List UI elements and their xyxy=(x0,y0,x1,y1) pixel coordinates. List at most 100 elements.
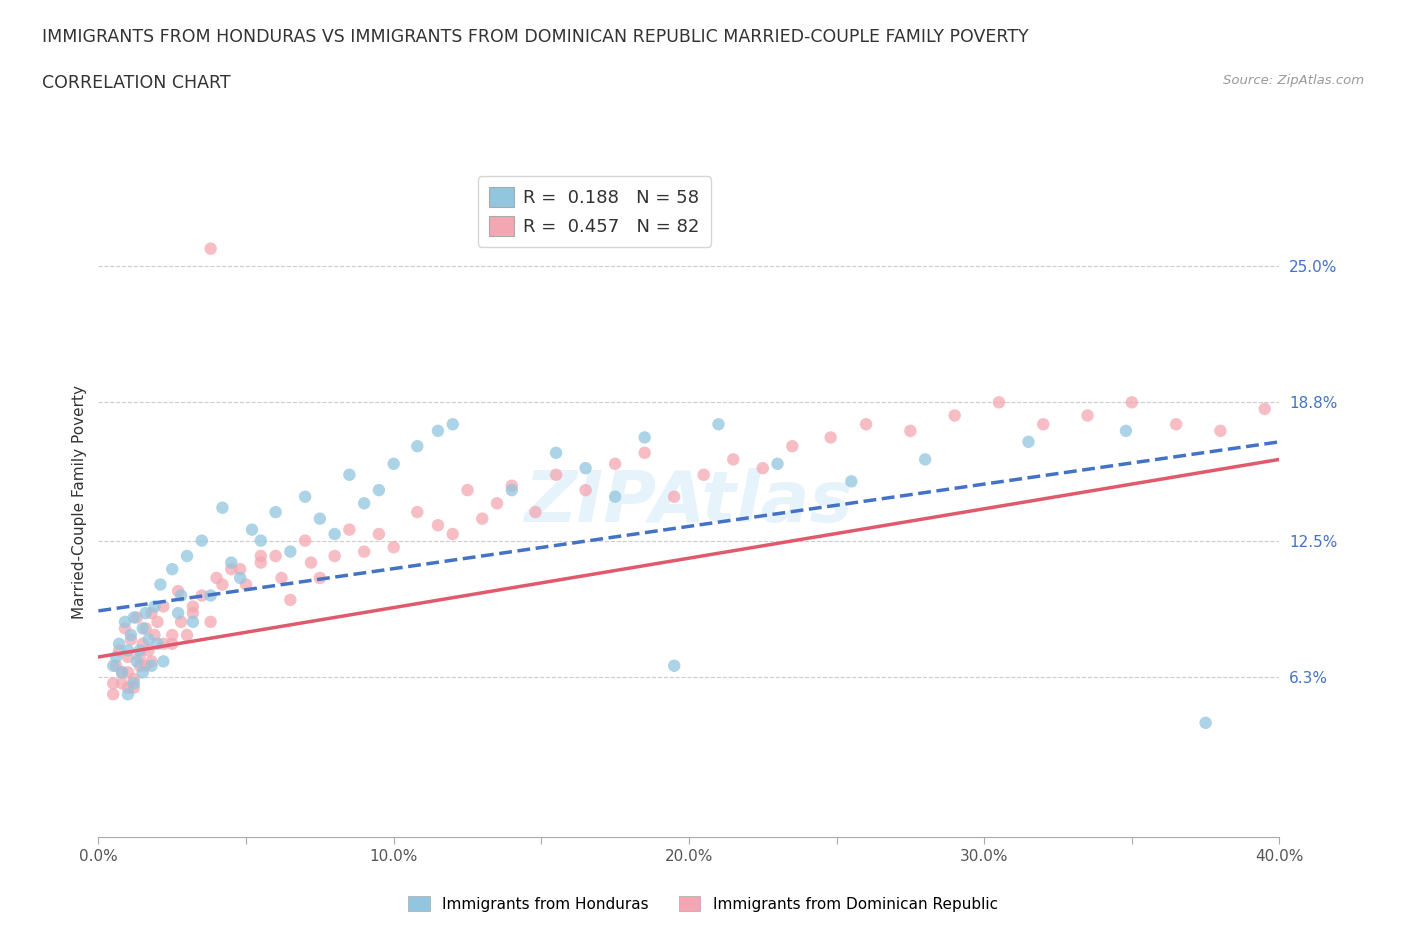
Point xyxy=(501,478,523,493)
Point xyxy=(103,687,125,702)
Point xyxy=(294,489,316,504)
Point xyxy=(111,665,134,680)
Point xyxy=(135,621,157,636)
Point xyxy=(382,457,405,472)
Text: Source: ZipAtlas.com: Source: ZipAtlas.com xyxy=(1223,74,1364,87)
Point xyxy=(176,549,198,564)
Point xyxy=(211,500,233,515)
Point xyxy=(441,526,464,541)
Point xyxy=(111,676,134,691)
Point xyxy=(141,605,163,620)
Point xyxy=(143,628,166,643)
Text: ZIPAtlas: ZIPAtlas xyxy=(524,468,853,537)
Point xyxy=(1077,408,1099,423)
Point xyxy=(152,654,174,669)
Point xyxy=(128,658,150,673)
Point xyxy=(250,555,273,570)
Point xyxy=(782,439,804,454)
Point xyxy=(309,570,332,585)
Point xyxy=(229,562,252,577)
Point xyxy=(1164,417,1187,432)
Point xyxy=(132,621,155,636)
Point xyxy=(128,649,150,664)
Point xyxy=(1115,423,1137,438)
Point xyxy=(633,445,655,460)
Point xyxy=(664,489,686,504)
Point xyxy=(250,533,273,548)
Point xyxy=(900,423,922,438)
Point xyxy=(191,588,214,603)
Point xyxy=(135,658,157,673)
Point xyxy=(117,680,139,695)
Point xyxy=(105,658,128,673)
Point xyxy=(1032,417,1054,432)
Point xyxy=(125,610,148,625)
Point xyxy=(278,544,302,559)
Point xyxy=(353,496,375,511)
Point xyxy=(122,671,145,686)
Point xyxy=(264,505,287,520)
Point xyxy=(132,665,155,680)
Point xyxy=(125,654,148,669)
Text: CORRELATION CHART: CORRELATION CHART xyxy=(42,74,231,92)
Text: IMMIGRANTS FROM HONDURAS VS IMMIGRANTS FROM DOMINICAN REPUBLIC MARRIED-COUPLE FA: IMMIGRANTS FROM HONDURAS VS IMMIGRANTS F… xyxy=(42,28,1029,46)
Point xyxy=(141,658,163,673)
Legend: R =  0.188   N = 58, R =  0.457   N = 82: R = 0.188 N = 58, R = 0.457 N = 82 xyxy=(478,177,710,246)
Y-axis label: Married-Couple Family Poverty: Married-Couple Family Poverty xyxy=(72,385,87,619)
Point xyxy=(103,658,125,673)
Point xyxy=(605,489,627,504)
Point xyxy=(1195,715,1218,730)
Point xyxy=(117,643,139,658)
Point xyxy=(382,539,405,554)
Point xyxy=(427,518,450,533)
Point xyxy=(1017,434,1039,449)
Point xyxy=(111,665,134,680)
Point xyxy=(211,578,233,592)
Point xyxy=(132,636,155,651)
Point xyxy=(943,408,966,423)
Point xyxy=(167,584,190,599)
Point xyxy=(368,526,391,541)
Point xyxy=(406,439,429,454)
Point xyxy=(235,578,257,592)
Point xyxy=(146,615,169,630)
Point xyxy=(406,505,429,520)
Point xyxy=(200,588,222,603)
Point xyxy=(664,658,686,673)
Point xyxy=(120,628,142,643)
Point xyxy=(707,417,730,432)
Point xyxy=(200,241,222,256)
Point xyxy=(1254,402,1277,417)
Point xyxy=(524,505,547,520)
Point xyxy=(229,570,252,585)
Point xyxy=(270,570,292,585)
Point xyxy=(122,610,145,625)
Legend: Immigrants from Honduras, Immigrants from Dominican Republic: Immigrants from Honduras, Immigrants fro… xyxy=(402,889,1004,918)
Point xyxy=(855,417,877,432)
Point xyxy=(839,474,862,489)
Point xyxy=(240,523,263,538)
Point xyxy=(337,523,360,538)
Point xyxy=(337,467,360,482)
Point xyxy=(441,417,464,432)
Point xyxy=(820,430,842,445)
Point xyxy=(427,423,450,438)
Point xyxy=(693,467,716,482)
Point xyxy=(501,483,523,498)
Point xyxy=(353,544,375,559)
Point xyxy=(299,555,322,570)
Point xyxy=(456,483,478,498)
Point xyxy=(117,665,139,680)
Point xyxy=(108,643,131,658)
Point xyxy=(181,605,204,620)
Point xyxy=(181,599,204,614)
Point xyxy=(122,676,145,691)
Point xyxy=(1121,395,1143,410)
Point xyxy=(138,632,160,647)
Point xyxy=(278,592,302,607)
Point xyxy=(751,460,773,475)
Point xyxy=(605,457,627,472)
Point xyxy=(152,599,174,614)
Point xyxy=(574,483,596,498)
Point xyxy=(105,649,128,664)
